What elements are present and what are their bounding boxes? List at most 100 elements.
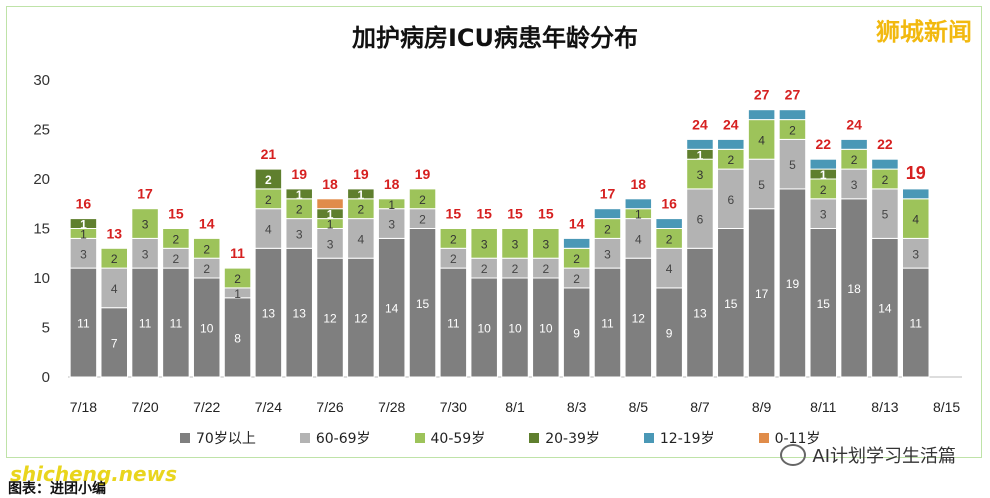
bar-segment: [593, 267, 622, 378]
bar-data-label: 2: [203, 262, 210, 276]
legend-item: 70岁以上: [180, 428, 256, 448]
bar-segment: [470, 228, 498, 259]
bar-segment: [223, 267, 252, 289]
bar-segment: [69, 218, 98, 230]
bar-segment: [408, 228, 437, 378]
bar-data-label: 11: [139, 317, 152, 331]
legend-swatch: [414, 433, 425, 443]
bar-total-label: 14: [569, 215, 585, 231]
wechat-account-label: AI计划学习生活篇: [812, 446, 956, 467]
legend-label: 40-59岁: [430, 431, 486, 447]
bar-data-label: 4: [265, 223, 272, 237]
bar-data-label: 13: [293, 307, 307, 321]
bar-data-label: 1: [80, 227, 87, 241]
y-tick-label: 0: [42, 369, 50, 386]
bar-data-label: 1: [296, 188, 303, 202]
bar-segment: [717, 138, 745, 150]
x-tick-label: 7/18: [70, 399, 97, 415]
legend-swatch: [180, 433, 190, 443]
bar-total-label: 18: [631, 176, 647, 192]
bar-data-label: 3: [542, 237, 549, 251]
x-tick-label: 8/5: [629, 399, 649, 415]
bar-data-label: 2: [111, 252, 118, 266]
bar-total-label: 21: [261, 146, 277, 162]
chart-caption: 图表：进团小编: [8, 481, 106, 497]
bar-segment: [871, 158, 899, 170]
bar-data-label: 2: [234, 272, 241, 286]
x-tick-label: 8/1: [505, 399, 525, 415]
bar-data-label: 3: [142, 218, 149, 232]
bar-data-label: 2: [851, 153, 858, 167]
bar-data-label: 2: [358, 203, 365, 217]
bar-data-label: 10: [477, 322, 491, 336]
bar-segment: [131, 237, 159, 269]
bar-total-label: 11: [230, 245, 245, 261]
bar-data-label: 11: [447, 317, 460, 331]
bar-data-label: 3: [80, 247, 87, 261]
bar-data-label: 5: [882, 208, 889, 222]
bar-total-label: 14: [199, 215, 215, 231]
x-tick-label: 7/26: [316, 399, 343, 415]
bar-data-label: 2: [450, 252, 457, 266]
bar-total-label: 24: [723, 116, 739, 132]
bar-data-label: 1: [635, 208, 642, 222]
bar-segment: [747, 109, 776, 121]
y-tick-label: 5: [42, 320, 50, 337]
x-tick-label: 7/24: [255, 399, 282, 415]
bar-data-label: 10: [508, 322, 522, 336]
bar-data-label: 6: [697, 213, 704, 227]
bar-segment: [254, 208, 283, 249]
bar-total-label: 16: [661, 196, 677, 212]
bar-data-label: 2: [296, 203, 303, 217]
bar-total-label: 22: [877, 136, 893, 152]
bar-segment: [254, 168, 283, 190]
bar-segment: [131, 208, 159, 239]
bar-data-label: 2: [882, 173, 889, 187]
bar-total-label: 15: [538, 206, 554, 222]
bar-segment: [655, 287, 683, 378]
bar-data-label: 11: [601, 317, 614, 331]
legend-swatch: [299, 433, 310, 443]
x-tick-label: 8/3: [567, 399, 587, 415]
bar-data-label: 9: [573, 326, 580, 340]
bar-segment: [686, 158, 714, 190]
bar-segment: [347, 188, 375, 200]
x-tick-label: 8/9: [752, 399, 772, 415]
bar-segment: [655, 218, 683, 230]
bar-data-label: 2: [203, 242, 210, 256]
bar-segment: [809, 228, 838, 378]
bar-segment: [408, 188, 437, 210]
bar-data-label: 13: [262, 307, 276, 321]
bar-segment: [347, 218, 375, 259]
bar-total-label: 18: [322, 176, 338, 192]
legend-label: 20-39岁: [545, 431, 600, 447]
x-tick-label: 7/30: [440, 399, 467, 415]
bar-segment: [686, 247, 714, 378]
bar-segment: [562, 237, 591, 249]
bar-segment: [902, 267, 930, 378]
legend-item: 0-11岁: [758, 428, 820, 448]
bar-data-label: 14: [385, 302, 399, 316]
bar-data-label: 14: [878, 302, 892, 316]
wechat-icon: [780, 444, 807, 466]
bar-total-label: 17: [137, 186, 153, 202]
bar-total-label: 27: [785, 87, 801, 103]
bar-total-label: 24: [692, 116, 708, 132]
bar-data-label: 4: [635, 232, 642, 246]
x-tick-label: 8/13: [871, 399, 898, 415]
bar-segment: [624, 218, 653, 259]
bar-data-label: 1: [327, 208, 334, 222]
bar-data-label: 4: [758, 133, 765, 147]
bar-total-label: 15: [507, 206, 523, 222]
bar-data-label: 2: [173, 252, 180, 266]
bar-data-label: 19: [786, 277, 800, 291]
bar-segment: [593, 208, 622, 220]
bar-segment: [285, 247, 313, 378]
bar-data-label: 4: [111, 282, 118, 296]
bar-total-label: 24: [846, 116, 862, 132]
legend-item: 12-19岁: [643, 428, 715, 448]
brand-logo: 狮城新闻: [876, 18, 972, 46]
bar-segment: [316, 257, 344, 378]
bar-data-label: 7: [111, 336, 118, 350]
